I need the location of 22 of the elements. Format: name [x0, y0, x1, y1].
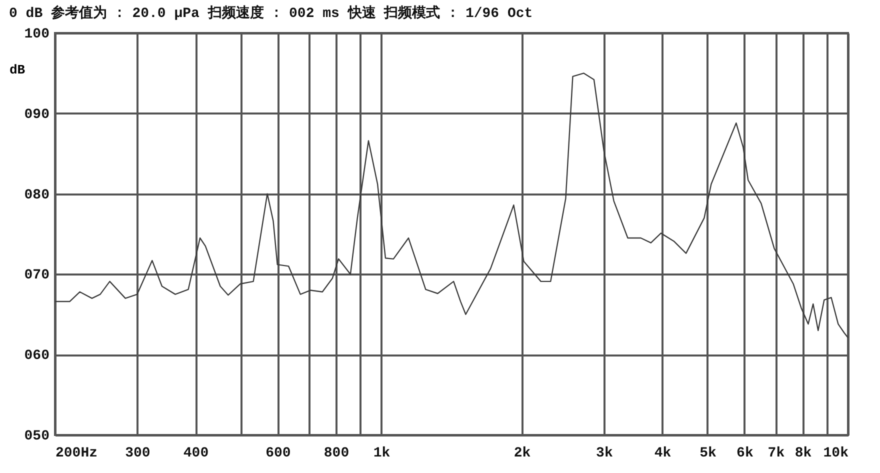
x-tick-label: 1k	[373, 446, 390, 462]
y-tick-label: 050	[24, 428, 50, 444]
y-tick-label: 090	[24, 106, 50, 123]
x-tick-label: 7k	[768, 446, 785, 462]
x-tick-label: 10k	[823, 446, 848, 462]
x-tick-label: 200Hz	[56, 446, 98, 462]
y-tick-label: 070	[24, 268, 50, 284]
x-tick-label: 2k	[514, 446, 531, 462]
chart-title: 0 dB 参考值为 : 20.0 μPa 扫频速度 : 002 ms 快速 扫频模式 : 1/96 Oct	[9, 4, 533, 22]
y-tick-label: 100	[24, 26, 50, 42]
x-tick-label: 3k	[596, 446, 613, 462]
x-tick-label: 800	[324, 446, 350, 462]
x-tick-label: 4k	[654, 446, 672, 462]
x-tick-label: 6k	[736, 446, 754, 462]
y-axis-title: dB	[10, 62, 26, 78]
y-tick-label: 060	[24, 348, 50, 364]
x-tick-label: 8k	[794, 446, 812, 462]
y-tick-label: 080	[24, 187, 50, 204]
x-tick-label: 400	[183, 446, 209, 462]
x-tick-label: 600	[266, 446, 291, 462]
x-tick-label: 5k	[700, 446, 716, 462]
x-tick-label: 300	[125, 446, 150, 462]
